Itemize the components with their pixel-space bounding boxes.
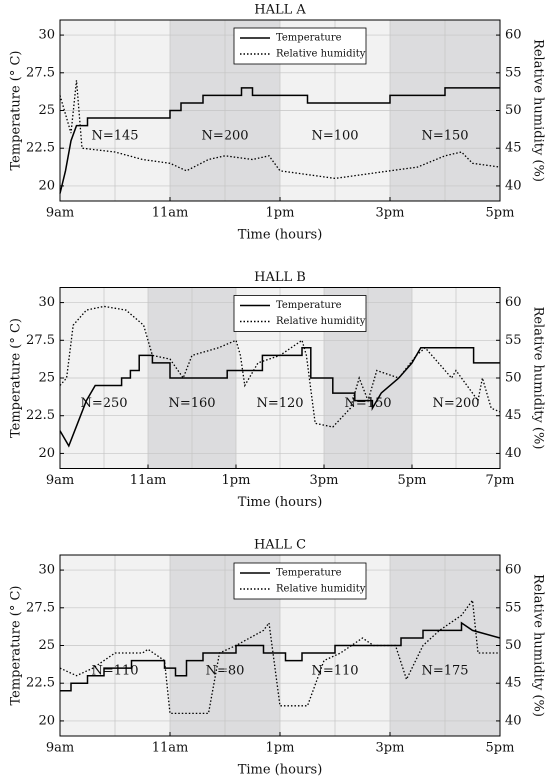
y2-tick-label: 55 <box>505 333 522 348</box>
y-tick-label: 22.5 <box>26 141 55 156</box>
chart-title: HALL B <box>254 270 306 285</box>
x-tick-label: 9am <box>46 473 74 488</box>
x-tick-label: 11am <box>130 473 167 488</box>
y2-tick-label: 60 <box>505 28 522 43</box>
plot-frame <box>59 287 501 469</box>
legend-label: Relative humidity <box>276 49 366 60</box>
y-tick-label: 20 <box>38 713 55 728</box>
y2-axis-label: Relative humidity (%) <box>531 307 546 450</box>
legend-box <box>233 295 367 332</box>
y2-tick-label: 50 <box>505 103 522 118</box>
x-tick-label: 3pm <box>310 473 339 488</box>
y2-tick-label: 50 <box>505 371 522 386</box>
chart-title: HALL A <box>254 3 306 18</box>
y2-tick-label: 55 <box>505 600 522 615</box>
y-tick-label: 30 <box>38 563 55 578</box>
x-tick-label: 3pm <box>376 206 405 221</box>
x-tick-label: 9am <box>46 741 74 756</box>
y-tick-label: 22.5 <box>26 676 55 691</box>
x-axis-label: Time (hours) <box>238 763 323 778</box>
y-tick-label: 27.5 <box>26 333 55 348</box>
x-axis-label: Time (hours) <box>238 495 323 510</box>
y2-tick-label: 40 <box>505 446 522 461</box>
y2-axis-label: Relative humidity (%) <box>531 39 546 182</box>
y-axis-label: Temperature (° C) <box>9 318 24 438</box>
series-line <box>59 305 501 428</box>
y-tick-label: 25 <box>38 103 55 118</box>
x-tick-label: 11am <box>152 206 189 221</box>
plot-frame <box>59 19 501 202</box>
x-tick-label: 11am <box>152 741 189 756</box>
legend-label: Temperature <box>276 568 342 579</box>
y2-tick-label: 45 <box>505 676 522 691</box>
y2-tick-label: 45 <box>505 141 522 156</box>
y-axis-label: Temperature (° C) <box>9 50 24 170</box>
y2-tick-label: 40 <box>505 713 522 728</box>
y2-tick-label: 60 <box>505 295 522 310</box>
y2-tick-label: 40 <box>505 178 522 193</box>
y-axis-label: Temperature (° C) <box>9 585 24 705</box>
legend-label: Temperature <box>276 300 342 311</box>
y-tick-label: 25 <box>38 371 55 386</box>
x-tick-label: 7pm <box>486 473 515 488</box>
x-tick-label: 9am <box>46 206 74 221</box>
panel: HALL BN=250 N=160 N=120 N=150 N=2002022.5252… <box>9 270 546 510</box>
legend-label: Relative humidity <box>276 316 366 327</box>
y2-axis-label: Relative humidity (%) <box>531 574 546 717</box>
x-tick-label: 1pm <box>266 741 295 756</box>
y-tick-label: 30 <box>38 295 55 310</box>
chart-title: HALL C <box>254 538 306 553</box>
plot-frame <box>59 554 501 737</box>
legend-label: Relative humidity <box>276 584 366 595</box>
panel: HALL CN=110 N=80 N=110 N=1752022.52527.5304… <box>9 538 546 778</box>
x-tick-label: 3pm <box>376 741 405 756</box>
x-tick-label: 1pm <box>222 473 251 488</box>
x-tick-label: 1pm <box>266 206 295 221</box>
x-tick-label: 5pm <box>486 206 515 221</box>
x-tick-label: 5pm <box>398 473 427 488</box>
y2-tick-label: 45 <box>505 408 522 423</box>
x-axis-label: Time (hours) <box>238 228 323 243</box>
y-tick-label: 27.5 <box>26 600 55 615</box>
series-line <box>59 347 500 448</box>
y-tick-label: 20 <box>38 178 55 193</box>
y-tick-label: 30 <box>38 28 55 43</box>
series-line <box>59 87 500 194</box>
y-tick-label: 22.5 <box>26 408 55 423</box>
y-tick-label: 20 <box>38 446 55 461</box>
y-tick-label: 25 <box>38 638 55 653</box>
x-tick-label: 5pm <box>486 741 515 756</box>
y2-tick-label: 50 <box>505 638 522 653</box>
y2-tick-label: 55 <box>505 65 522 80</box>
y-tick-label: 27.5 <box>26 65 55 80</box>
series-line <box>60 621 501 692</box>
legend-box <box>233 27 367 65</box>
panel: HALL AN=145 N=200 N=100 N=1502022.52527.530… <box>9 3 546 243</box>
legend-label: Temperature <box>276 33 342 44</box>
y2-tick-label: 60 <box>505 563 522 578</box>
legend-box <box>233 562 367 600</box>
